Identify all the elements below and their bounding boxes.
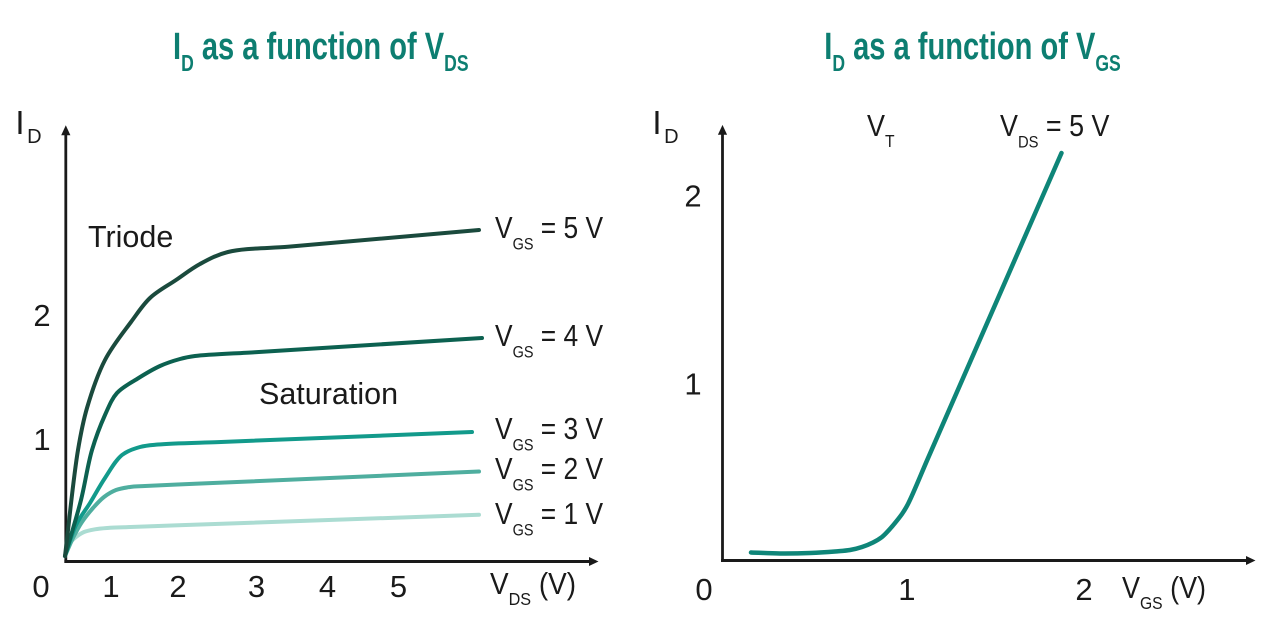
svg-text:2: 2 — [33, 298, 50, 333]
svg-text:3: 3 — [248, 569, 265, 604]
svg-text:2: 2 — [1075, 572, 1092, 607]
svg-text:Triode: Triode — [88, 220, 173, 254]
svg-text:2: 2 — [169, 569, 186, 604]
svg-text:1: 1 — [684, 367, 701, 402]
svg-text:1: 1 — [102, 569, 119, 604]
svg-text:0: 0 — [32, 569, 49, 604]
svg-text:2: 2 — [684, 179, 701, 214]
svg-text:5: 5 — [390, 569, 407, 604]
svg-text:4: 4 — [319, 569, 336, 604]
svg-text:Saturation: Saturation — [259, 377, 398, 411]
svg-text:1: 1 — [898, 572, 915, 607]
svg-text:0: 0 — [695, 572, 712, 607]
svg-text:1: 1 — [33, 422, 50, 457]
